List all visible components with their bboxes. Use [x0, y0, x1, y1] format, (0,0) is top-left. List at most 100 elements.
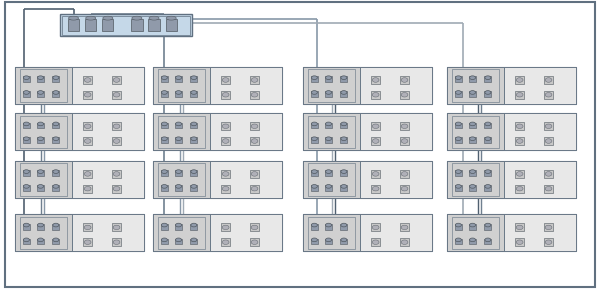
Bar	[175, 224, 182, 229]
Bar	[340, 138, 347, 143]
Ellipse shape	[545, 139, 552, 143]
Bar	[455, 138, 462, 143]
Bar	[544, 76, 553, 84]
Bar	[210, 161, 282, 198]
Ellipse shape	[455, 91, 461, 94]
Ellipse shape	[545, 92, 552, 97]
Ellipse shape	[470, 238, 476, 242]
Ellipse shape	[401, 225, 408, 230]
Bar	[23, 77, 30, 82]
Ellipse shape	[176, 185, 182, 188]
Bar	[447, 214, 504, 251]
Bar	[311, 185, 318, 191]
Bar	[175, 171, 182, 176]
Bar	[153, 161, 282, 198]
Ellipse shape	[455, 238, 461, 242]
Bar	[190, 224, 197, 229]
Bar	[371, 137, 380, 145]
Bar	[484, 138, 491, 143]
Ellipse shape	[68, 16, 79, 20]
Bar	[371, 91, 380, 99]
Bar	[52, 185, 59, 191]
Ellipse shape	[251, 139, 258, 143]
Ellipse shape	[341, 185, 347, 188]
Ellipse shape	[23, 238, 29, 242]
Bar	[210, 113, 282, 150]
Bar	[23, 171, 30, 176]
Bar	[37, 123, 44, 128]
Ellipse shape	[251, 172, 258, 176]
Bar	[469, 185, 476, 191]
Bar	[371, 185, 380, 193]
Bar	[515, 122, 524, 130]
Ellipse shape	[311, 137, 317, 140]
Bar	[360, 113, 432, 150]
Bar	[175, 185, 182, 191]
Bar	[447, 113, 504, 150]
Ellipse shape	[485, 238, 491, 242]
Bar	[515, 91, 524, 99]
Bar	[340, 239, 347, 244]
Ellipse shape	[84, 172, 91, 176]
Bar	[190, 123, 197, 128]
Ellipse shape	[341, 238, 347, 242]
Bar	[175, 77, 182, 82]
Ellipse shape	[251, 78, 258, 82]
Bar	[161, 138, 168, 143]
Ellipse shape	[516, 124, 523, 129]
Ellipse shape	[341, 76, 347, 79]
Ellipse shape	[113, 172, 120, 176]
Bar	[83, 238, 92, 246]
Bar	[15, 113, 72, 150]
Ellipse shape	[516, 240, 523, 244]
Bar	[303, 67, 360, 104]
Bar	[311, 138, 318, 143]
Ellipse shape	[545, 225, 552, 230]
Ellipse shape	[326, 122, 332, 126]
Bar	[23, 91, 30, 97]
Bar	[325, 91, 332, 97]
Bar	[340, 77, 347, 82]
Ellipse shape	[341, 91, 347, 94]
Ellipse shape	[149, 16, 159, 20]
Bar	[161, 239, 168, 244]
Ellipse shape	[176, 76, 182, 79]
Ellipse shape	[485, 91, 491, 94]
Ellipse shape	[53, 122, 59, 126]
Bar	[371, 238, 380, 246]
Ellipse shape	[372, 139, 379, 143]
Bar	[325, 171, 332, 176]
Bar	[447, 67, 504, 104]
Bar	[515, 76, 524, 84]
Ellipse shape	[341, 137, 347, 140]
Bar	[158, 217, 205, 249]
Bar	[308, 116, 355, 148]
Ellipse shape	[84, 78, 91, 82]
Ellipse shape	[372, 225, 379, 230]
Bar	[484, 123, 491, 128]
Bar	[504, 113, 576, 150]
Bar	[15, 67, 144, 104]
Bar	[221, 91, 230, 99]
Bar	[112, 76, 121, 84]
Ellipse shape	[372, 172, 379, 176]
Bar	[153, 67, 210, 104]
Ellipse shape	[176, 137, 182, 140]
Bar	[83, 76, 92, 84]
Ellipse shape	[23, 185, 29, 188]
Ellipse shape	[176, 223, 182, 227]
Bar	[250, 170, 259, 178]
Bar	[250, 223, 259, 231]
Bar	[83, 91, 92, 99]
Bar	[544, 170, 553, 178]
Ellipse shape	[161, 170, 167, 173]
Ellipse shape	[23, 223, 29, 227]
Bar	[68, 19, 79, 31]
Ellipse shape	[326, 185, 332, 188]
Ellipse shape	[485, 185, 491, 188]
Bar	[112, 238, 121, 246]
Bar	[23, 138, 30, 143]
Ellipse shape	[38, 122, 44, 126]
Bar	[221, 137, 230, 145]
Bar	[515, 185, 524, 193]
